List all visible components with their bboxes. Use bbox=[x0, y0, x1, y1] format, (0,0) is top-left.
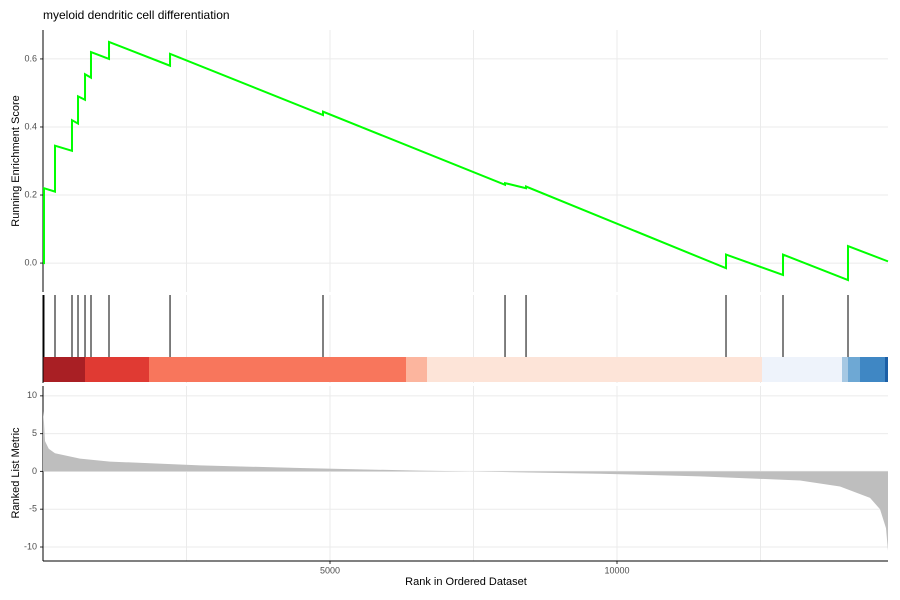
band bbox=[406, 357, 427, 382]
chart-title: myeloid dendritic cell differentiation bbox=[43, 8, 230, 22]
band bbox=[842, 357, 848, 382]
band bbox=[85, 357, 149, 382]
x-tick-label: 5000 bbox=[320, 565, 340, 575]
band bbox=[860, 357, 885, 382]
band bbox=[885, 357, 888, 382]
band bbox=[848, 357, 860, 382]
y-axis-label: Ranked List Metric bbox=[10, 427, 22, 519]
y-tick-label: 0.4 bbox=[24, 121, 37, 131]
y-tick-label: 10 bbox=[27, 390, 37, 400]
y-tick-label: 0.2 bbox=[24, 189, 37, 199]
y-tick-label: -5 bbox=[29, 504, 37, 514]
es-line bbox=[42, 40, 889, 282]
band bbox=[762, 357, 842, 382]
y-tick-label: 0.0 bbox=[24, 257, 37, 267]
y-tick-label: 0 bbox=[32, 466, 37, 476]
heat-band bbox=[43, 357, 888, 382]
band bbox=[43, 357, 85, 382]
band bbox=[427, 357, 762, 382]
band bbox=[149, 357, 406, 382]
x-tick-label: 10000 bbox=[604, 565, 629, 575]
y-tick-label: -10 bbox=[24, 541, 37, 551]
metric-area bbox=[43, 410, 888, 551]
y-tick-label: 5 bbox=[32, 428, 37, 438]
x-axis-label: Rank in Ordered Dataset bbox=[405, 576, 527, 588]
y-tick-label: 0.6 bbox=[24, 53, 37, 63]
y-axis-label: Running Enrichment Score bbox=[10, 95, 22, 226]
